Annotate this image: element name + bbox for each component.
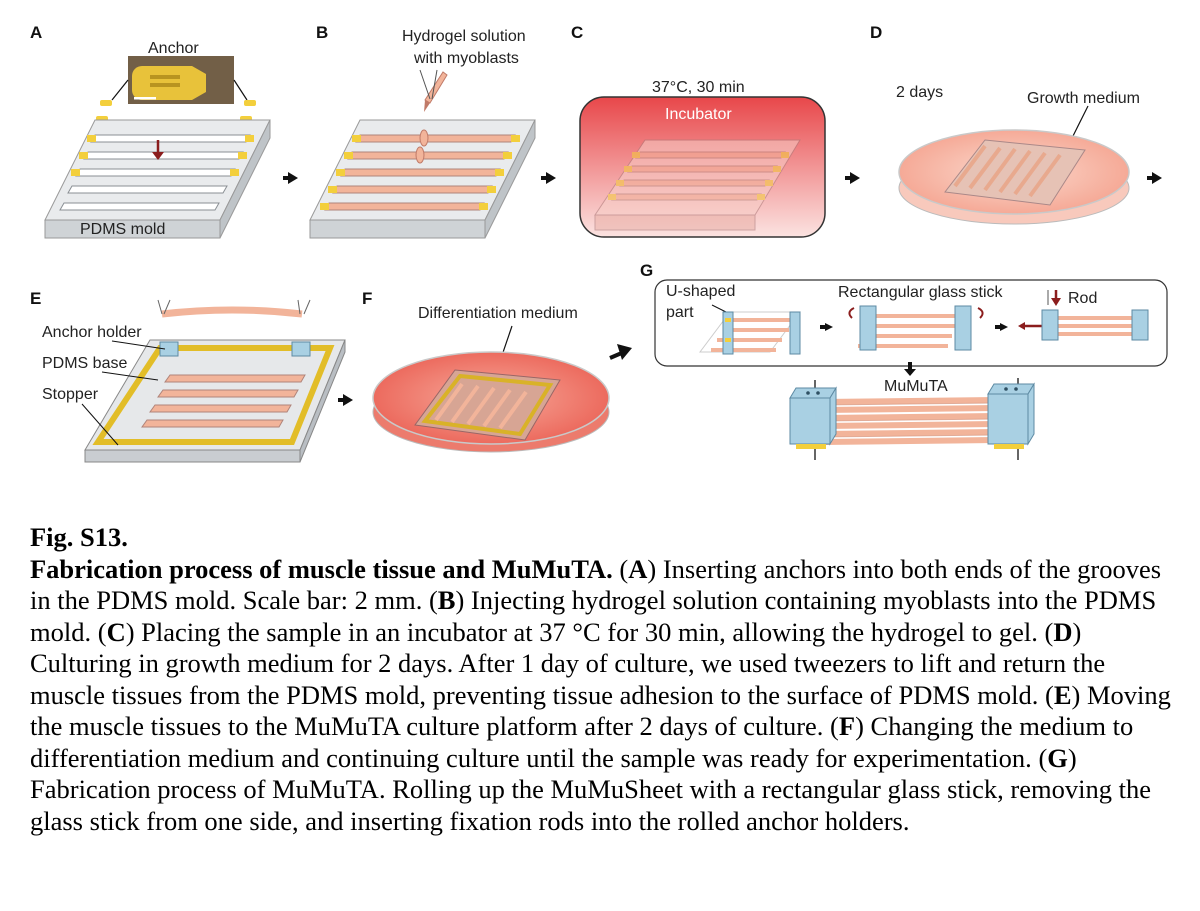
pipette xyxy=(419,69,448,112)
rod-label: Rod xyxy=(1068,290,1097,307)
caption-text-d: Culturing in growth medium for 2 days. A… xyxy=(30,648,1106,710)
caption-tag-b: B xyxy=(437,585,456,615)
figure-illustration: A Anchor xyxy=(30,23,1168,463)
figure-caption: Fig. S13. Fabrication process of muscle … xyxy=(30,522,1180,837)
caption-item-b: (B) Injecting hydrogel solution containi… xyxy=(30,585,1157,647)
caption-tag-g: G xyxy=(1047,742,1068,773)
hydrogel-label-line2: with myoblasts xyxy=(413,50,519,67)
incubation-condition-label: 37°C, 30 min xyxy=(652,79,745,96)
panel-b: B Hydrogel solution with myoblasts xyxy=(309,23,536,239)
caption-item-g: (G) Fabrication process of MuMuTA. Rolli… xyxy=(30,742,1151,836)
culture-time-label: 2 days xyxy=(896,84,943,101)
mumuta-assembly xyxy=(789,378,1035,460)
caption-tag-e: E xyxy=(1053,679,1072,710)
arrow-b-c xyxy=(546,172,556,184)
caption-tag-f: F xyxy=(838,711,856,741)
mumuta-label: MuMuTA xyxy=(884,378,948,395)
stopper xyxy=(92,345,335,445)
u-shaped-label-line2: part xyxy=(666,304,694,321)
panel-f: F Differentiation medium xyxy=(362,289,610,453)
panel-letter-d: D xyxy=(870,23,882,42)
g-step-3 xyxy=(1018,309,1149,341)
pdms-mold-label: PDMS mold xyxy=(80,221,165,238)
caption-text-c: Placing the sample in an incubator at 37… xyxy=(134,616,1038,647)
arrow-f-g xyxy=(617,344,632,360)
caption-text-e: Moving the muscle tissues to the MuMuTA … xyxy=(30,679,1171,742)
stopper-label: Stopper xyxy=(42,386,99,403)
caption-item-d: (D) Culturing in growth medium for 2 day… xyxy=(30,616,1106,710)
lifted-tissue xyxy=(157,299,311,318)
caption-title: Fabrication process of muscle tissue and… xyxy=(30,553,613,584)
caption-item-a: (A) Inserting anchors into both ends of … xyxy=(30,553,1162,616)
anchor-micrograph xyxy=(128,56,234,104)
g-step-2 xyxy=(848,305,984,351)
growth-medium-label: Growth medium xyxy=(1027,90,1140,107)
panel-letter-a: A xyxy=(30,23,42,42)
u-shaped-label-line1: U-shaped xyxy=(666,283,735,300)
panel-letter-b: B xyxy=(316,23,328,42)
caption-item-e: (E) Moving the muscle tissues to the MuM… xyxy=(30,679,1171,742)
arrow-a-b xyxy=(288,172,298,184)
panel-letter-g: G xyxy=(640,261,653,280)
arrow-c-d xyxy=(850,172,860,184)
panel-d: D 2 days Growth medium xyxy=(870,23,1140,225)
panel-a: A Anchor xyxy=(30,23,271,239)
caption-tag-d: D xyxy=(1053,616,1073,647)
caption-text-f: Changing the medium to differentiation m… xyxy=(30,711,1134,773)
g-step-1 xyxy=(699,311,801,355)
pdms-mold xyxy=(44,119,271,239)
arrow-d-e xyxy=(1152,172,1162,184)
arrow-e-f xyxy=(343,394,353,406)
panel-letter-e: E xyxy=(30,289,41,308)
caption-item-c: (C) Placing the sample in an incubator a… xyxy=(97,616,1038,647)
caption-text-g: Fabrication process of MuMuTA. Rolling u… xyxy=(30,774,1151,836)
figure-number: Fig. S13. xyxy=(30,522,128,552)
caption-tag-c: C xyxy=(106,616,126,647)
panel-letter-f: F xyxy=(362,289,372,308)
caption-text-a: Inserting anchors into both ends of the … xyxy=(30,553,1162,616)
differentiation-medium-label: Differentiation medium xyxy=(418,305,578,322)
panel-e: E Anchor holder PDMS base Stopper xyxy=(30,289,346,463)
pdms-base-label: PDMS base xyxy=(42,355,127,372)
anchor-label: Anchor xyxy=(148,40,199,57)
anchor-holder-label: Anchor holder xyxy=(42,324,142,341)
glass-stick-label: Rectangular glass stick xyxy=(838,284,1004,301)
incubator-label: Incubator xyxy=(665,106,732,123)
caption-tag-a: A xyxy=(628,553,648,584)
caption-item-f: (F) Changing the medium to differentiati… xyxy=(30,711,1134,773)
panel-c: C 37°C, 30 min Incubator xyxy=(571,23,826,238)
arrow-to-mumuta xyxy=(904,369,916,376)
hydrogel-label-line1: Hydrogel solution xyxy=(402,28,526,45)
panel-letter-c: C xyxy=(571,23,583,42)
caption-text-b: Injecting hydrogel solution containing m… xyxy=(30,585,1157,647)
panel-g: G U-shaped part Rectangular glass stick … xyxy=(640,261,1168,460)
